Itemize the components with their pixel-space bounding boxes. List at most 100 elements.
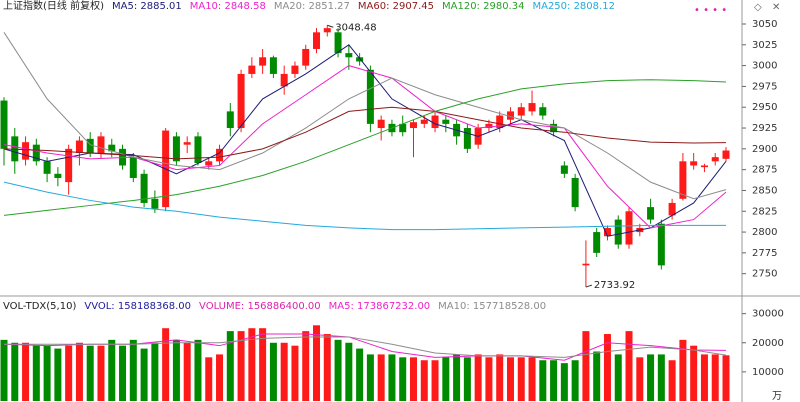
volume-bar	[183, 342, 191, 401]
volume-bar	[248, 328, 256, 401]
volume-bar	[593, 351, 601, 401]
candle-body	[647, 207, 655, 220]
ma-line	[3, 181, 727, 231]
y-tick-label: 2900	[752, 144, 777, 155]
candle-body	[323, 28, 331, 33]
volume-bar	[302, 331, 310, 401]
volume-bar	[668, 360, 676, 401]
annotation-pointer	[585, 284, 593, 288]
volume-bar	[377, 354, 385, 401]
volume-bar	[496, 354, 504, 401]
volume-bar	[550, 360, 558, 401]
volume-bar	[216, 354, 224, 401]
legend-label: MA60: 2907.45	[358, 1, 434, 12]
candle-body	[517, 107, 525, 116]
candle-body	[43, 161, 51, 174]
y-tick-label: 2775	[752, 248, 777, 259]
candle-body	[86, 138, 94, 153]
y-tick-label: 2925	[752, 123, 777, 134]
candle-body	[668, 202, 676, 216]
candle-body	[226, 111, 234, 129]
legend-label: VOL-TDX(5,10)	[3, 301, 76, 312]
candle-body	[690, 161, 698, 166]
candle-body	[151, 198, 159, 209]
ma-line	[4, 336, 727, 358]
candle-body	[32, 144, 40, 162]
volume-bar	[237, 331, 245, 401]
candle-body	[506, 111, 514, 120]
volume-bar	[474, 354, 482, 401]
volume-bar	[75, 342, 83, 401]
candle-body	[722, 150, 730, 159]
volume-bar	[657, 354, 665, 401]
candle-body	[377, 119, 385, 129]
candle-body	[560, 165, 568, 174]
volume-bar	[539, 360, 547, 401]
y-tick-label: 2750	[752, 269, 777, 280]
annotation: 3048.48	[335, 22, 376, 33]
volume-bar	[431, 360, 439, 401]
y-tick-label: 2950	[752, 102, 777, 113]
volume-bar	[194, 339, 202, 401]
volume-bar	[560, 363, 568, 401]
legend-label: MA250: 2808.12	[532, 1, 614, 12]
candle-body	[302, 48, 310, 66]
candle-body	[22, 142, 30, 160]
ma-line	[3, 65, 727, 229]
candle-body	[237, 73, 245, 129]
volume-bar	[43, 345, 51, 401]
y-tick-label: 3050	[752, 19, 777, 30]
volume-bar	[54, 348, 62, 401]
volume-bar	[636, 357, 644, 401]
y-tick-label: 10000	[752, 367, 784, 378]
candle-body	[593, 232, 601, 253]
candle-body	[313, 32, 321, 49]
volume-bar	[442, 357, 450, 401]
ma-line	[3, 106, 727, 160]
volume-bar	[334, 339, 342, 401]
candle-body	[431, 115, 439, 129]
volume-bar	[366, 354, 374, 401]
volume-bar	[528, 357, 536, 401]
y-tick-label: 2800	[752, 227, 777, 238]
y-tick-label: 3000	[752, 61, 777, 72]
candle-body	[248, 65, 256, 74]
volume-bar	[571, 360, 579, 401]
menu-dots[interactable]: • • • •	[694, 5, 727, 16]
volume-bar	[151, 342, 159, 401]
menu-icon[interactable]: ◇	[754, 2, 762, 13]
legend-label: MA10: 157718528.00	[438, 301, 546, 312]
y-tick-label: 30000	[752, 309, 784, 320]
candle-body	[550, 123, 558, 133]
candle-body	[54, 173, 62, 178]
volume-bar	[162, 328, 170, 401]
volume-bar	[11, 342, 19, 401]
candle-body	[657, 223, 665, 266]
volume-bar	[506, 357, 514, 401]
candle-body	[366, 69, 374, 124]
legend-label: VVOL: 158188368.00	[84, 301, 191, 312]
legend-label: MA20: 2851.27	[274, 1, 350, 12]
candle-body	[711, 157, 719, 162]
candle-body	[129, 157, 137, 178]
candle-body	[539, 107, 547, 116]
candle-body	[603, 227, 611, 237]
candle-body	[679, 161, 687, 199]
volume-bar	[269, 342, 277, 401]
y-tick-label: 2975	[752, 81, 777, 92]
legend-label: MA120: 2980.34	[442, 1, 524, 12]
legend-label: MA5: 173867232.00	[329, 301, 431, 312]
candle-body	[528, 103, 536, 112]
candle-body	[442, 119, 450, 124]
legend-label: MA10: 2848.58	[190, 1, 266, 12]
volume-bar	[140, 348, 148, 401]
close-icon[interactable]: ✕	[772, 2, 780, 13]
volume-bar	[690, 345, 698, 401]
volume-bar	[86, 345, 94, 401]
candle-body	[291, 65, 299, 74]
candle-body	[625, 211, 633, 245]
candle-body	[108, 144, 116, 152]
volume-bar	[517, 357, 525, 401]
volume-bar	[485, 357, 493, 401]
